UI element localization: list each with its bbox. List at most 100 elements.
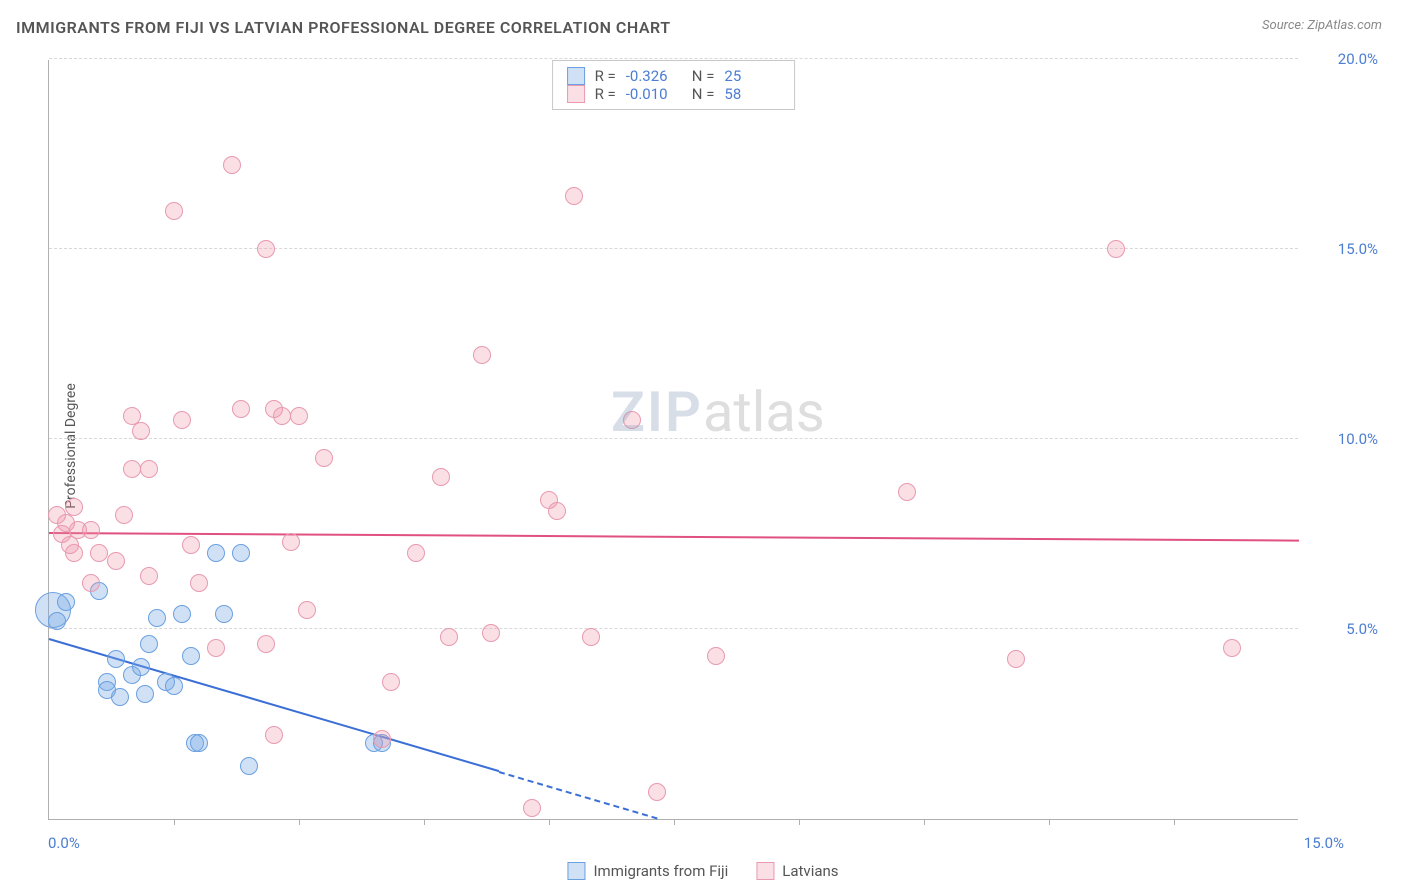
data-point (373, 730, 391, 748)
r-label: R = (595, 85, 616, 103)
data-point (382, 673, 400, 691)
data-point (482, 624, 500, 642)
data-point (57, 593, 75, 611)
n-label: N = (692, 67, 715, 85)
data-point (565, 187, 583, 205)
legend-row-fiji: R = -0.326 N = 25 (567, 67, 781, 85)
data-point (440, 628, 458, 646)
data-point (257, 240, 275, 258)
x-tick (1174, 819, 1175, 825)
data-point (223, 156, 241, 174)
data-point (707, 647, 725, 665)
data-point (232, 400, 250, 418)
watermark-atlas: atlas (703, 379, 825, 445)
gridline-h (49, 628, 1298, 629)
data-point (298, 601, 316, 619)
x-tick (299, 819, 300, 825)
x-tick (674, 819, 675, 825)
data-point (165, 677, 183, 695)
data-point (232, 544, 250, 562)
data-point (148, 609, 166, 627)
data-point (257, 635, 275, 653)
data-point (132, 658, 150, 676)
data-point (432, 468, 450, 486)
data-point (548, 502, 566, 520)
n-value-latvians: 58 (724, 85, 780, 103)
x-tick-min: 0.0% (48, 834, 80, 852)
legend-item-fiji: Immigrants from Fiji (567, 862, 728, 880)
data-point (136, 685, 154, 703)
data-point (65, 544, 83, 562)
r-value-latvians: -0.010 (626, 85, 682, 103)
legend-swatch-latvians (567, 85, 585, 103)
data-point (48, 612, 66, 630)
data-point (648, 783, 666, 801)
r-value-fiji: -0.326 (626, 67, 682, 85)
chart-title: IMMIGRANTS FROM FIJI VS LATVIAN PROFESSI… (16, 18, 671, 37)
x-tick (549, 819, 550, 825)
data-point (65, 498, 83, 516)
x-tick (1049, 819, 1050, 825)
data-point (207, 544, 225, 562)
data-point (473, 346, 491, 364)
legend-swatch-latvians (756, 862, 774, 880)
r-label: R = (595, 67, 616, 85)
data-point (182, 536, 200, 554)
n-value-fiji: 25 (724, 67, 780, 85)
data-point (898, 483, 916, 501)
legend-label-latvians: Latvians (782, 862, 838, 880)
data-point (107, 650, 125, 668)
data-point (165, 202, 183, 220)
x-tick (424, 819, 425, 825)
data-point (140, 567, 158, 585)
x-tick-max: 15.0% (1304, 834, 1344, 852)
legend-row-latvians: R = -0.010 N = 58 (567, 85, 781, 103)
data-point (140, 635, 158, 653)
y-tick-label: 5.0% (1308, 620, 1378, 638)
plot-area: R = -0.326 N = 25 R = -0.010 N = 58 ZIPa… (48, 60, 1298, 820)
gridline-h (49, 438, 1298, 439)
data-point (190, 574, 208, 592)
data-point (173, 605, 191, 623)
source-label: Source: ZipAtlas.com (1262, 18, 1382, 33)
legend-correlation-box: R = -0.326 N = 25 R = -0.010 N = 58 (552, 60, 796, 110)
watermark: ZIPatlas (611, 379, 825, 445)
data-point (182, 647, 200, 665)
data-point (132, 422, 150, 440)
data-point (1107, 240, 1125, 258)
data-point (1223, 639, 1241, 657)
x-tick (174, 819, 175, 825)
watermark-zip: ZIP (611, 379, 703, 445)
y-tick-label: 15.0% (1308, 240, 1378, 258)
data-point (123, 460, 141, 478)
x-tick (924, 819, 925, 825)
data-point (265, 726, 283, 744)
data-point (107, 552, 125, 570)
legend-swatch-fiji (567, 67, 585, 85)
legend-item-latvians: Latvians (756, 862, 838, 880)
data-point (111, 688, 129, 706)
data-point (140, 460, 158, 478)
y-tick-label: 10.0% (1308, 430, 1378, 448)
data-point (82, 574, 100, 592)
data-point (290, 407, 308, 425)
data-point (315, 449, 333, 467)
y-tick-label: 20.0% (1308, 50, 1378, 68)
gridline-h (49, 58, 1298, 59)
trend-line-dashed (499, 771, 658, 819)
data-point (190, 734, 208, 752)
x-tick (799, 819, 800, 825)
data-point (523, 799, 541, 817)
trend-line (49, 532, 1299, 542)
data-point (82, 521, 100, 539)
data-point (173, 411, 191, 429)
data-point (282, 533, 300, 551)
legend-label-fiji: Immigrants from Fiji (593, 862, 728, 880)
data-point (215, 605, 233, 623)
data-point (115, 506, 133, 524)
data-point (273, 407, 291, 425)
data-point (407, 544, 425, 562)
data-point (90, 544, 108, 562)
n-label: N = (692, 85, 715, 103)
data-point (582, 628, 600, 646)
